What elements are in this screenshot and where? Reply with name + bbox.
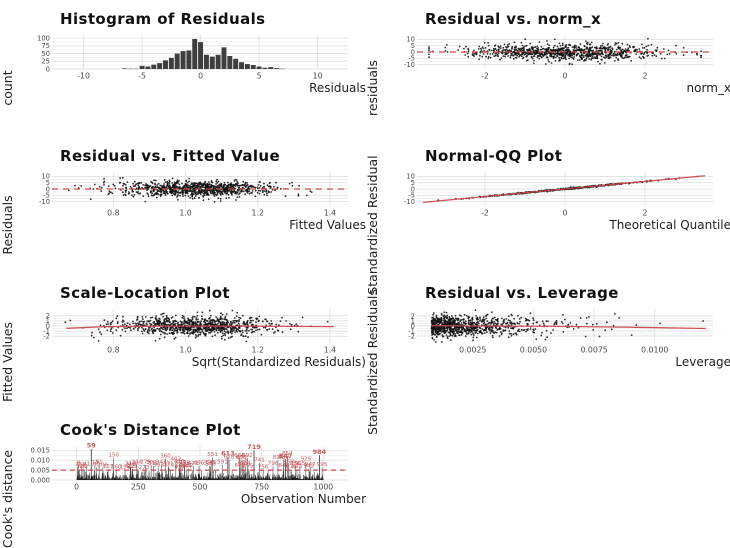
svg-text:5: 5 xyxy=(257,72,262,81)
y-axis-label: count xyxy=(0,70,15,106)
y-axis-label: residuals xyxy=(365,59,380,117)
svg-text:0.0025: 0.0025 xyxy=(459,346,486,355)
svg-text:500: 500 xyxy=(193,483,208,492)
svg-text:1.4: 1.4 xyxy=(324,209,336,218)
svg-text:-5: -5 xyxy=(138,72,146,81)
svg-text:-1: -1 xyxy=(43,327,50,335)
chart-title: Histogram of Residuals xyxy=(60,10,266,28)
svg-text:-5: -5 xyxy=(408,192,415,200)
svg-text:-10: -10 xyxy=(404,198,415,206)
chart-title: Residual vs. norm_x xyxy=(425,10,602,28)
svg-text:0: 0 xyxy=(46,185,50,193)
svg-text:0.0075: 0.0075 xyxy=(580,346,607,355)
svg-text:25: 25 xyxy=(41,58,50,66)
svg-text:1.0: 1.0 xyxy=(179,209,191,218)
svg-text:0.8: 0.8 xyxy=(107,346,119,355)
svg-text:1: 1 xyxy=(46,317,50,325)
svg-text:-10: -10 xyxy=(404,61,415,69)
chart-title: Residual vs. Fitted Value xyxy=(60,147,281,165)
chart-title: Residual vs. Leverage xyxy=(425,284,619,302)
svg-text:-2: -2 xyxy=(481,72,489,81)
scatter-plot: 210-1-2 0.0025 0.0050 0.0075 0.0100 xyxy=(408,309,713,355)
svg-text:0.0050: 0.0050 xyxy=(520,346,547,355)
svg-text:-1: -1 xyxy=(408,327,415,335)
svg-text:2: 2 xyxy=(643,209,648,218)
chart-title: Cook's Distance Plot xyxy=(60,421,241,439)
svg-text:0: 0 xyxy=(411,185,415,193)
panel-residual-vs-leverage: Residual vs. Leverage Standardized Resid… xyxy=(365,274,730,435)
svg-text:1: 1 xyxy=(411,317,415,325)
y-axis-label: Cook's distance xyxy=(0,449,15,548)
panel-scale-location: Scale-Location Plot Fitted Values 2 1 0 -1-… xyxy=(0,274,366,411)
x-axis-label: Fitted Values xyxy=(289,218,366,232)
svg-text:0: 0 xyxy=(74,483,79,492)
x-axis-label: Sqrt(Standardized Residuals) xyxy=(191,355,366,369)
panel-cooks-distance: Cook's Distance Plot Cook's distance 0.0… xyxy=(0,411,366,548)
svg-text:-10: -10 xyxy=(39,198,50,206)
svg-text:5: 5 xyxy=(411,42,415,50)
svg-text:0.005: 0.005 xyxy=(31,466,50,474)
svg-text:5: 5 xyxy=(46,179,50,187)
svg-text:1000: 1000 xyxy=(313,483,333,492)
x-axis-label: norm_x xyxy=(686,81,730,95)
svg-text:0: 0 xyxy=(411,48,415,56)
svg-text:1.2: 1.2 xyxy=(252,209,264,218)
svg-text:5: 5 xyxy=(411,179,415,187)
svg-text:0: 0 xyxy=(411,322,415,330)
x-axis-label: Theoretical Quantile xyxy=(609,218,730,232)
svg-text:-5: -5 xyxy=(408,55,415,63)
y-axis-label: Fitted Values xyxy=(0,322,15,402)
x-axis-label: Observation Number xyxy=(240,492,366,506)
panel-histogram-of-residuals: Histogram of Residuals count 0 25 50 75 100-… xyxy=(0,0,366,137)
y-axis-label: Residuals xyxy=(0,195,15,255)
svg-text:-5: -5 xyxy=(43,192,50,200)
svg-text:1.2: 1.2 xyxy=(252,346,264,355)
svg-text:-2: -2 xyxy=(481,209,489,218)
chart-title: Normal-QQ Plot xyxy=(425,147,563,165)
svg-text:75: 75 xyxy=(41,42,50,50)
scatter-plot: 210-1-2 0.8 1.0 1.2 1.4 xyxy=(43,309,348,355)
svg-text:10: 10 xyxy=(406,36,415,44)
svg-text:10: 10 xyxy=(406,173,415,181)
svg-text:0.8: 0.8 xyxy=(107,209,119,218)
svg-text:0: 0 xyxy=(46,322,50,330)
chart-title: Scale-Location Plot xyxy=(60,284,230,302)
svg-text:0: 0 xyxy=(563,72,568,81)
svg-text:50: 50 xyxy=(41,50,50,58)
svg-text:0: 0 xyxy=(563,209,568,218)
svg-text:-2: -2 xyxy=(408,332,415,340)
svg-text:-10: -10 xyxy=(77,72,90,81)
x-axis-label: Residuals xyxy=(309,81,366,95)
panel-residual-vs-fitted: Residual vs. Fitted Value Residuals 10 5 0… xyxy=(0,137,366,274)
svg-text:100: 100 xyxy=(37,34,50,42)
x-axis-label: Leverage xyxy=(675,355,730,369)
svg-text:2: 2 xyxy=(411,312,415,320)
svg-text:2: 2 xyxy=(46,312,50,320)
empty-cell xyxy=(365,411,730,548)
svg-text:0: 0 xyxy=(198,72,203,81)
svg-text:0: 0 xyxy=(46,65,50,73)
svg-text:0.010: 0.010 xyxy=(31,457,50,465)
panel-residual-vs-norm-x: Residual vs. norm_x residuals 10 5 0 -5 -10-… xyxy=(365,0,730,137)
svg-text:10: 10 xyxy=(313,72,323,81)
svg-text:0.015: 0.015 xyxy=(31,447,50,455)
svg-text:1.4: 1.4 xyxy=(324,346,336,355)
svg-text:2: 2 xyxy=(643,72,648,81)
svg-text:1.0: 1.0 xyxy=(179,346,191,355)
panel-normal-qq: Normal-QQ Plot Standardized Residual 10 5… xyxy=(365,137,730,295)
svg-text:750: 750 xyxy=(254,483,269,492)
svg-text:250: 250 xyxy=(131,483,146,492)
svg-text:-2: -2 xyxy=(43,333,50,341)
svg-text:0.000: 0.000 xyxy=(31,476,50,484)
svg-text:0.0100: 0.0100 xyxy=(641,346,668,355)
svg-text:10: 10 xyxy=(41,173,50,181)
